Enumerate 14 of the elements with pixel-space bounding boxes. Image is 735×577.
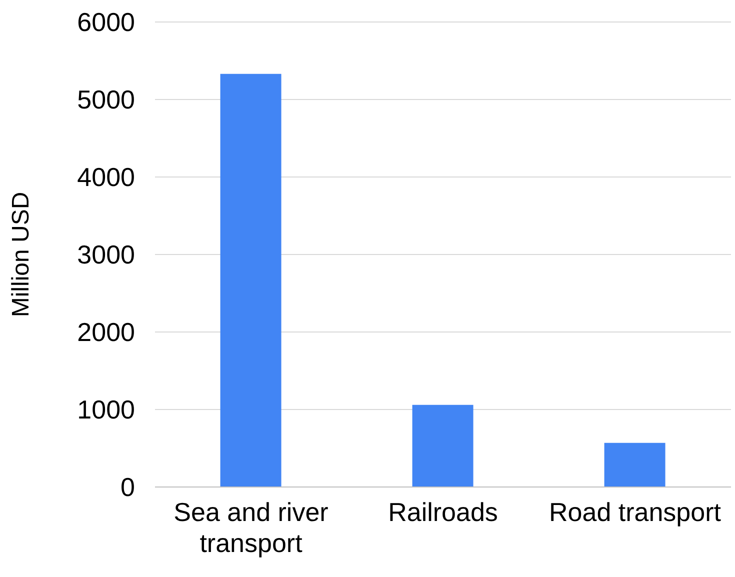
y-tick-label: 3000 [77,240,135,270]
y-tick-label: 6000 [77,7,135,38]
x-tick-label: Railroads [388,497,498,527]
y-tick-label: 5000 [77,84,135,115]
bar [604,442,666,487]
x-tick-label: Road transport [549,497,722,527]
y-tick-label: 1000 [77,394,135,425]
bar [220,74,282,487]
bar [412,404,474,487]
x-tick-label: Sea and river transport [174,497,329,558]
y-axis-title: Million USD [8,192,35,318]
y-tick-label: 0 [120,472,135,502]
y-tick-label: 4000 [77,162,135,192]
y-tick-label: 2000 [77,317,135,348]
